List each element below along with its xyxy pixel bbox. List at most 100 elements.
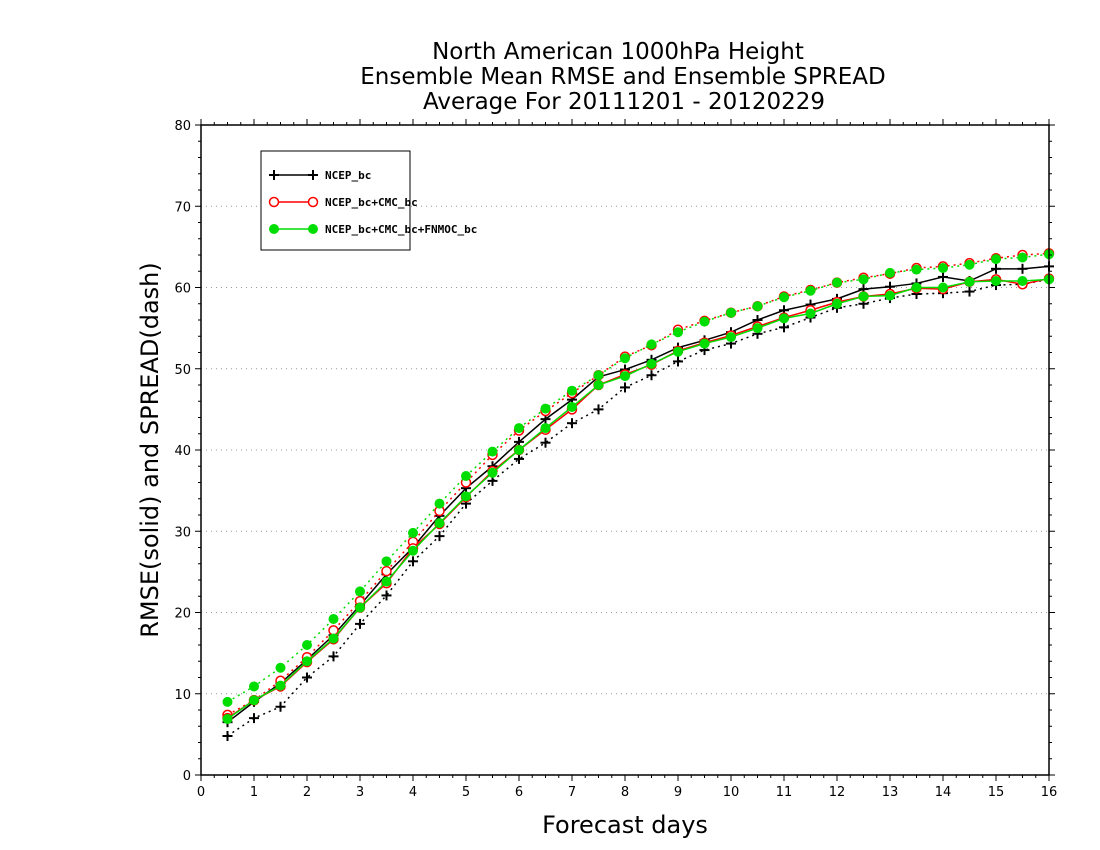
- x-tick-label: 14: [935, 785, 952, 800]
- spread-point: [726, 307, 736, 318]
- spread-point: [646, 339, 657, 350]
- spread-point: [673, 356, 683, 367]
- rmse-point: [991, 276, 1001, 286]
- x-tick-label: 3: [356, 785, 364, 800]
- spread-point: [328, 614, 339, 624]
- spread-line-2: [227, 252, 1050, 716]
- spread-point: [1017, 252, 1028, 263]
- spread-point: [779, 322, 789, 333]
- spread-point: [567, 385, 577, 396]
- spread-point: [328, 651, 339, 662]
- x-axis-title: Forecast days: [542, 811, 708, 839]
- legend-item-1: NCEP_bc: [269, 169, 371, 182]
- series-2: [222, 248, 1055, 724]
- y-tick-label: 70: [174, 200, 191, 215]
- legend-marker: [307, 196, 319, 208]
- rmse-line-2: [227, 277, 1050, 719]
- y-tick-label: 80: [174, 119, 191, 134]
- spread-point: [461, 471, 471, 481]
- rmse-point: [567, 401, 577, 412]
- spread-point: [381, 565, 392, 577]
- x-tick-label: 8: [621, 785, 629, 800]
- rmse-point: [408, 545, 418, 556]
- spread-point: [805, 285, 816, 296]
- legend-label: NCEP_bc: [325, 169, 371, 182]
- y-axis-title: RMSE(solid) and SPREAD(dash): [136, 262, 164, 638]
- spread-point: [752, 301, 763, 312]
- legend: NCEP_bc NCEP_bc+CMC_bc NCEP_bc+CMC_bc+FNMO…: [260, 150, 477, 251]
- spread-point: [885, 267, 895, 278]
- x-tick-label: 4: [409, 785, 417, 800]
- spread-point: [249, 713, 259, 724]
- legend-marker: [269, 170, 279, 180]
- x-tick-label: 2: [303, 785, 311, 800]
- chart-subtitle-2: Average For 20111201 - 20120229: [423, 89, 825, 115]
- y-tick-label: 20: [174, 607, 191, 622]
- spread-point: [434, 531, 445, 542]
- x-tick-label: 13: [882, 785, 899, 800]
- legend-marker: [308, 170, 318, 180]
- spread-point: [991, 254, 1001, 265]
- rmse-point: [249, 695, 259, 706]
- spread-line-1: [227, 278, 1050, 737]
- y-tick-label: 60: [174, 282, 191, 297]
- legend-box: [260, 150, 411, 251]
- x-tick-label: 1: [250, 785, 258, 800]
- y-tick-label: 10: [174, 688, 191, 703]
- rmse-point: [885, 290, 895, 301]
- rmse-point: [514, 445, 524, 455]
- spread-point: [275, 662, 286, 673]
- rmse-point: [540, 423, 551, 434]
- spread-point: [487, 446, 498, 457]
- y-tick-label: 40: [174, 444, 191, 459]
- rmse-point: [328, 633, 339, 644]
- rmse-point: [911, 282, 922, 293]
- spread-point: [408, 527, 418, 538]
- rmse-point: [461, 491, 471, 502]
- chart-title-group: North American 1000hPa Height Ensemble M…: [360, 39, 885, 115]
- rmse-point: [302, 656, 312, 667]
- spread-point: [938, 263, 948, 273]
- spread-line-3: [227, 253, 1050, 703]
- y-tick-label: 0: [183, 769, 191, 784]
- rmse-point: [938, 282, 948, 293]
- spread-point: [302, 640, 312, 650]
- rmse-point: [699, 338, 710, 349]
- x-tick-label: 6: [515, 785, 523, 800]
- rmse-point: [991, 263, 1001, 274]
- rmse-point: [858, 291, 869, 302]
- spread-point: [779, 292, 789, 303]
- y-tick-label: 30: [174, 525, 191, 540]
- spread-point: [514, 453, 524, 464]
- spread-point: [381, 590, 392, 601]
- rmse-point: [381, 576, 392, 587]
- spread-point: [381, 556, 392, 567]
- legend-item-2: NCEP_bc+CMC_bc: [268, 196, 418, 209]
- series-layer: [222, 248, 1055, 741]
- spread-point: [646, 370, 657, 381]
- chart-title: North American 1000hPa Height: [432, 39, 804, 65]
- spread-point: [593, 404, 604, 415]
- spread-point: [620, 382, 630, 393]
- x-tick-label: 5: [462, 785, 470, 800]
- spread-point: [699, 316, 710, 327]
- spread-point: [355, 618, 365, 629]
- x-tick-label: 15: [988, 785, 1005, 800]
- rmse-point: [779, 313, 789, 324]
- spread-point: [222, 696, 233, 707]
- rmse-point: [487, 467, 498, 478]
- rmse-line-3: [227, 278, 1050, 720]
- rmse-point: [1017, 276, 1028, 286]
- x-tick-label: 10: [723, 785, 740, 800]
- rmse-line-1: [227, 265, 1050, 723]
- rmse-point: [434, 518, 445, 529]
- rmse-point: [805, 308, 816, 319]
- rmse-point: [355, 602, 365, 613]
- rmse-point: [726, 332, 736, 343]
- rmse-point: [964, 276, 975, 287]
- spread-point: [540, 437, 551, 448]
- spread-point: [911, 264, 922, 275]
- x-tick-label: 11: [776, 785, 793, 800]
- rmse-point: [673, 346, 683, 357]
- rmse-point: [832, 298, 842, 309]
